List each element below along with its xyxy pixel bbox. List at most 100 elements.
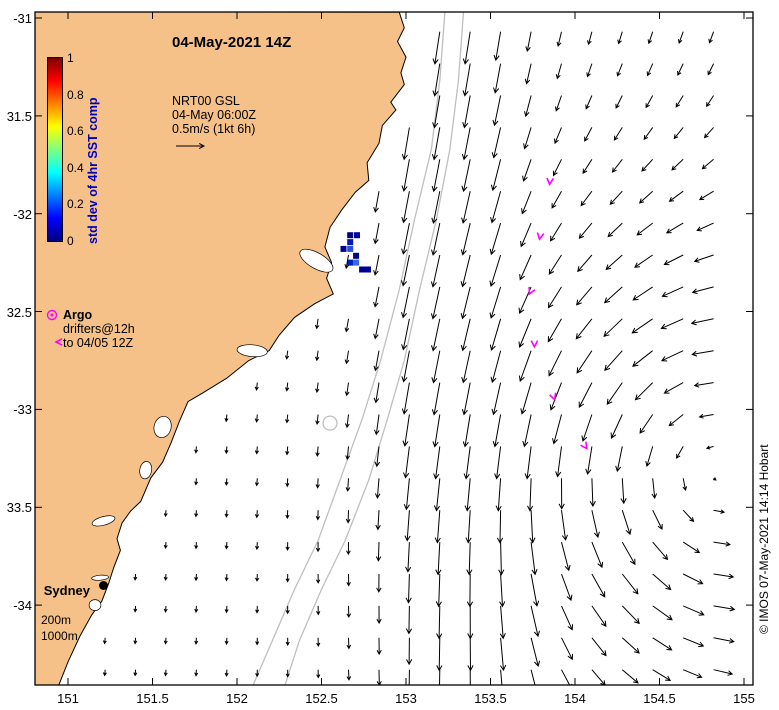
y-axis-tick-label: 33.5 bbox=[6, 500, 32, 516]
current-arrow bbox=[530, 542, 538, 576]
current-arrow bbox=[682, 478, 688, 492]
current-arrow bbox=[499, 605, 506, 640]
current-arrow bbox=[430, 254, 441, 288]
current-arrow bbox=[376, 573, 382, 593]
current-arrow bbox=[194, 542, 199, 550]
current-arrow bbox=[133, 573, 138, 581]
current-arrow bbox=[519, 254, 532, 281]
current-arrow bbox=[693, 382, 714, 388]
current-arrow bbox=[491, 382, 502, 416]
current-arrow bbox=[499, 637, 507, 672]
current-arrow bbox=[402, 414, 410, 447]
current-arrow bbox=[224, 510, 229, 518]
current-arrow bbox=[520, 222, 532, 248]
current-arrow bbox=[548, 350, 562, 377]
current-arrow bbox=[652, 637, 673, 651]
drifter-arrow bbox=[546, 177, 555, 187]
current-arrow bbox=[374, 478, 381, 499]
current-arrow bbox=[461, 191, 471, 224]
current-arrow bbox=[374, 414, 380, 436]
current-arrow bbox=[431, 191, 441, 225]
sst-stddev-cell bbox=[347, 239, 354, 246]
current-arrow bbox=[549, 382, 562, 411]
current-arrow bbox=[431, 159, 441, 193]
current-arrow bbox=[439, 669, 441, 685]
current-arrow bbox=[373, 382, 380, 404]
current-arrow bbox=[706, 95, 715, 108]
current-arrow bbox=[696, 222, 714, 232]
current-arrow bbox=[621, 573, 639, 595]
current-arrow bbox=[163, 510, 168, 518]
current-arrow bbox=[255, 637, 260, 646]
current-arrow bbox=[461, 127, 471, 161]
current-arrow bbox=[713, 541, 731, 547]
current-arrow bbox=[591, 541, 604, 569]
current-arrow bbox=[374, 446, 381, 468]
contour-ring bbox=[322, 415, 338, 431]
current-arrow bbox=[621, 605, 640, 625]
current-arrow bbox=[646, 63, 654, 77]
sst-stddev-cell bbox=[340, 245, 347, 252]
current-arrow bbox=[589, 478, 596, 508]
current-arrow bbox=[554, 127, 562, 145]
current-arrow bbox=[285, 478, 290, 488]
current-arrow bbox=[316, 637, 321, 648]
sst-stddev-cell bbox=[365, 266, 371, 273]
current-arrow bbox=[639, 414, 654, 434]
axes-layer bbox=[34, 11, 754, 686]
current-arrow bbox=[652, 605, 673, 621]
current-arrow bbox=[373, 254, 380, 276]
vector-scale-arrow bbox=[176, 142, 206, 150]
current-arrow bbox=[285, 542, 290, 551]
estuary-lake bbox=[299, 248, 334, 273]
current-arrow bbox=[315, 350, 320, 362]
current-arrow bbox=[436, 605, 443, 640]
current-arrow bbox=[255, 605, 260, 614]
current-arrow bbox=[194, 637, 199, 645]
estuary-lake bbox=[88, 599, 102, 611]
current-arrow bbox=[652, 509, 663, 531]
colorbar-tick-label: 0.2 bbox=[67, 197, 84, 212]
current-arrow bbox=[495, 478, 502, 512]
current-arrow bbox=[435, 573, 442, 608]
current-arrow bbox=[345, 510, 351, 524]
y-axis-tick-label: 31.5 bbox=[6, 108, 32, 124]
current-arrow bbox=[690, 318, 714, 326]
current-arrow bbox=[548, 254, 562, 275]
current-arrow bbox=[432, 95, 441, 129]
current-arrow bbox=[522, 159, 532, 182]
current-arrow bbox=[401, 191, 410, 224]
current-arrow bbox=[373, 191, 380, 213]
depth-label-200m: 200m bbox=[41, 613, 72, 627]
current-arrow bbox=[489, 286, 502, 319]
current-arrow bbox=[434, 510, 441, 544]
current-arrow bbox=[677, 63, 684, 76]
current-arrow bbox=[632, 286, 653, 301]
current-arrow bbox=[224, 478, 229, 486]
current-arrow bbox=[581, 414, 593, 442]
contour-200m bbox=[252, 12, 446, 685]
current-arrow bbox=[645, 446, 654, 467]
current-arrow bbox=[638, 190, 654, 204]
current-arrow bbox=[403, 446, 410, 479]
current-arrow bbox=[401, 318, 410, 351]
current-arrow bbox=[551, 190, 562, 209]
current-arrow bbox=[314, 318, 320, 330]
current-arrow bbox=[401, 350, 410, 383]
current-arrow bbox=[404, 510, 411, 542]
current-arrow bbox=[285, 446, 290, 456]
current-arrow bbox=[436, 637, 443, 672]
current-arrow bbox=[578, 222, 593, 240]
current-arrow bbox=[431, 127, 441, 161]
current-arrow bbox=[461, 350, 471, 384]
current-arrow bbox=[530, 637, 541, 667]
current-arrow bbox=[163, 573, 168, 581]
current-arrow bbox=[604, 350, 623, 371]
drifter-arrow bbox=[536, 232, 545, 241]
current-arrow bbox=[527, 478, 534, 512]
current-arrow bbox=[651, 478, 658, 500]
current-arrow bbox=[346, 542, 351, 556]
current-arrow bbox=[373, 223, 380, 245]
current-arrow bbox=[194, 510, 199, 518]
current-arrow bbox=[496, 510, 504, 544]
